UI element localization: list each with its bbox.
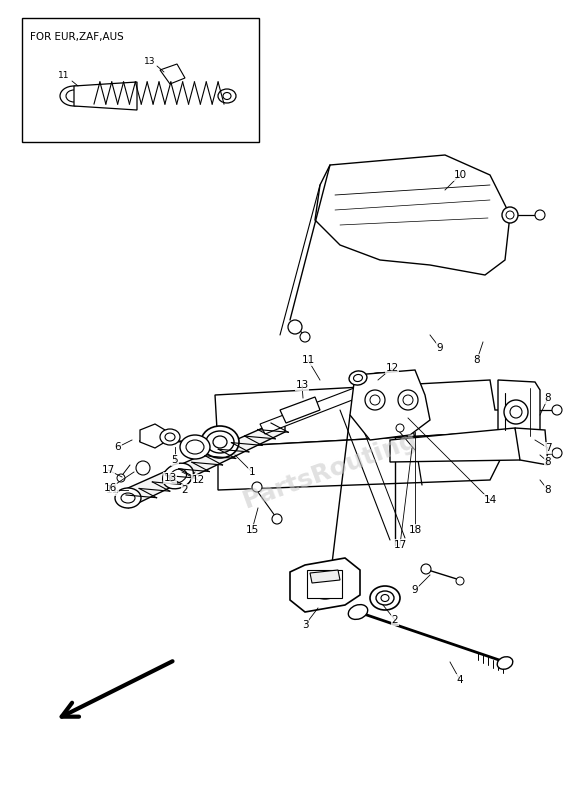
Ellipse shape (170, 469, 186, 483)
Circle shape (398, 390, 418, 410)
Ellipse shape (163, 463, 193, 489)
Circle shape (535, 210, 545, 220)
Polygon shape (215, 380, 522, 447)
Ellipse shape (121, 493, 135, 503)
Text: 17: 17 (393, 540, 406, 550)
Text: 1: 1 (249, 467, 255, 477)
Ellipse shape (201, 426, 239, 458)
Circle shape (136, 461, 150, 475)
Circle shape (117, 474, 125, 482)
Text: 12: 12 (192, 475, 204, 485)
Ellipse shape (310, 575, 340, 599)
Ellipse shape (206, 431, 234, 453)
Polygon shape (515, 428, 548, 465)
Text: 13: 13 (295, 380, 309, 390)
Text: 14: 14 (483, 495, 497, 505)
Text: 11: 11 (105, 485, 119, 495)
Ellipse shape (165, 433, 175, 441)
Circle shape (252, 482, 262, 492)
Polygon shape (74, 82, 137, 110)
Ellipse shape (376, 591, 394, 605)
Text: 5: 5 (172, 455, 178, 465)
Text: 13: 13 (163, 473, 177, 483)
Polygon shape (218, 432, 500, 490)
Text: 18: 18 (408, 525, 422, 535)
Text: 8: 8 (545, 457, 551, 467)
Ellipse shape (186, 440, 204, 454)
Circle shape (421, 564, 431, 574)
Text: 11: 11 (58, 71, 69, 81)
Circle shape (403, 395, 413, 405)
Polygon shape (280, 397, 320, 423)
Polygon shape (140, 424, 165, 448)
Text: 3: 3 (302, 620, 308, 630)
Circle shape (456, 577, 464, 585)
Ellipse shape (349, 371, 367, 385)
Ellipse shape (115, 488, 141, 508)
Ellipse shape (66, 90, 82, 102)
Ellipse shape (160, 429, 180, 445)
Text: 13: 13 (144, 58, 156, 66)
Polygon shape (498, 380, 540, 440)
Polygon shape (350, 370, 430, 440)
Ellipse shape (362, 373, 394, 397)
Polygon shape (128, 418, 285, 508)
Polygon shape (390, 428, 520, 462)
Text: 2: 2 (391, 615, 398, 625)
Circle shape (396, 424, 404, 432)
Circle shape (365, 390, 385, 410)
Bar (22, 18, 259, 142)
Ellipse shape (497, 657, 513, 670)
Ellipse shape (354, 374, 362, 382)
Circle shape (552, 405, 562, 415)
Text: 9: 9 (437, 343, 444, 353)
Text: 17: 17 (101, 465, 115, 475)
Circle shape (552, 448, 562, 458)
Ellipse shape (213, 436, 227, 448)
Text: 8: 8 (545, 393, 551, 403)
Text: 4: 4 (457, 675, 463, 685)
Polygon shape (315, 155, 510, 275)
Circle shape (370, 395, 380, 405)
Bar (307, 570, 342, 598)
Text: 11: 11 (302, 355, 314, 365)
Text: PartsRouting: PartsRouting (239, 427, 421, 513)
Text: 15: 15 (245, 525, 259, 535)
Ellipse shape (180, 435, 210, 459)
Circle shape (272, 514, 282, 524)
Ellipse shape (370, 586, 400, 610)
Text: 8: 8 (545, 485, 551, 495)
Polygon shape (160, 64, 185, 84)
Text: 12: 12 (386, 363, 398, 373)
Polygon shape (290, 558, 360, 612)
Text: 8: 8 (474, 355, 481, 365)
Circle shape (502, 207, 518, 223)
Text: 10: 10 (453, 170, 467, 180)
Text: FOR EUR,ZAF,AUS: FOR EUR,ZAF,AUS (30, 32, 124, 42)
Circle shape (288, 320, 302, 334)
Text: 6: 6 (115, 442, 122, 452)
Circle shape (300, 332, 310, 342)
Ellipse shape (366, 376, 390, 394)
Text: 16: 16 (104, 483, 116, 493)
Ellipse shape (372, 381, 384, 390)
Circle shape (504, 400, 528, 424)
Circle shape (510, 406, 522, 418)
Ellipse shape (60, 86, 88, 106)
Text: 2: 2 (182, 485, 188, 495)
Ellipse shape (349, 605, 368, 619)
Text: 7: 7 (545, 443, 551, 453)
Circle shape (506, 211, 514, 219)
Ellipse shape (381, 594, 389, 602)
Ellipse shape (218, 89, 236, 103)
Polygon shape (310, 570, 340, 583)
Text: 9: 9 (412, 585, 418, 595)
Ellipse shape (223, 93, 231, 99)
Polygon shape (260, 380, 378, 434)
